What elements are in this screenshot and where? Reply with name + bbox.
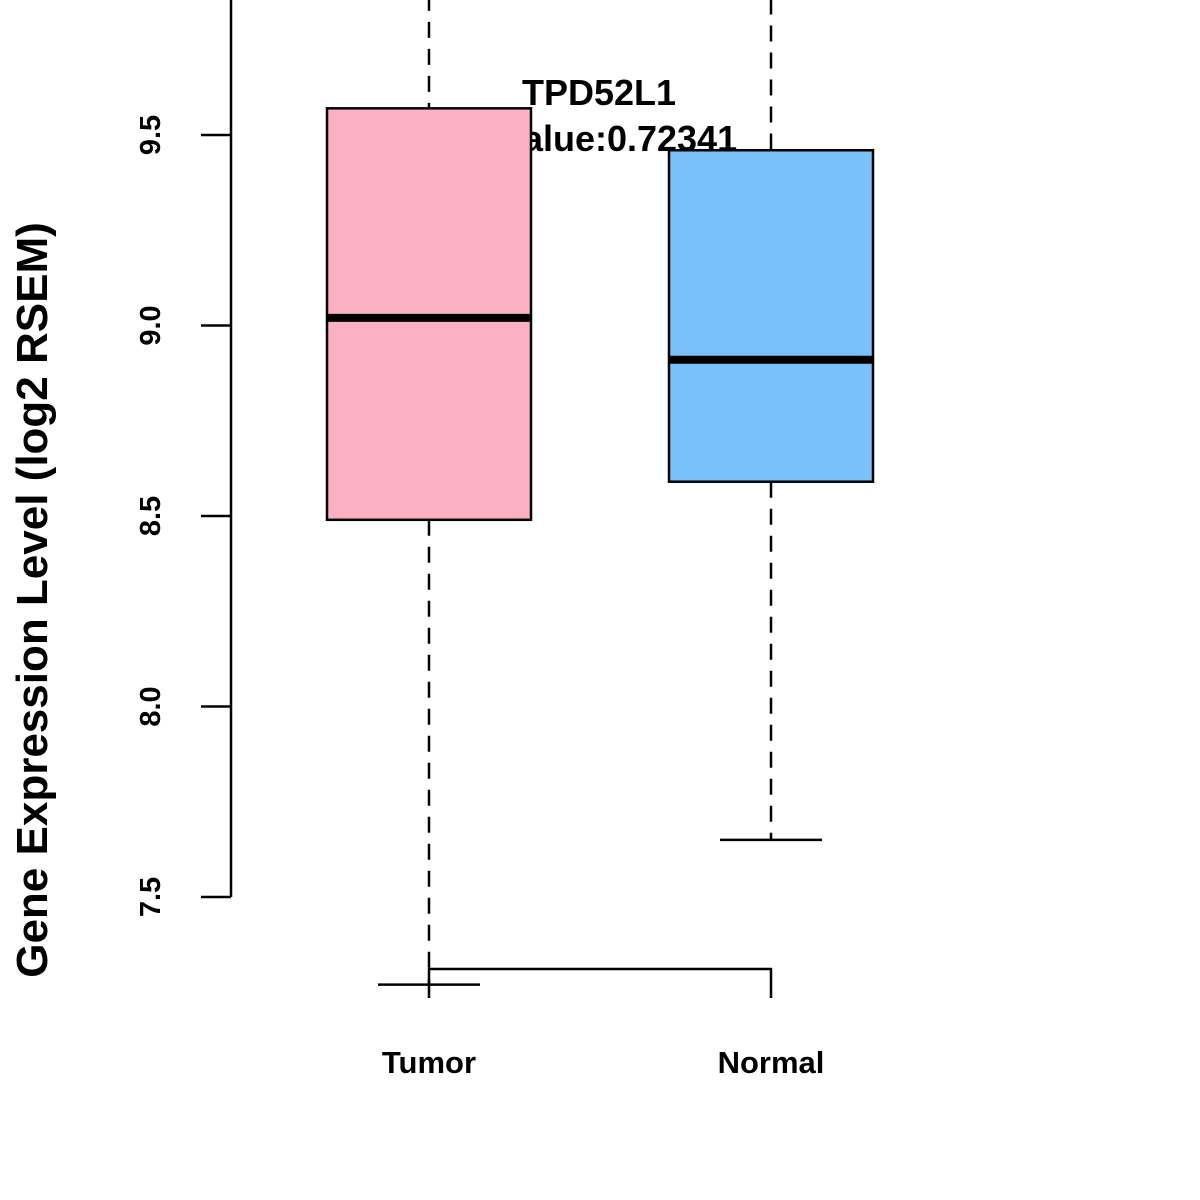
bracket-line: [427, 967, 773, 998]
y-axis: 7.58.08.59.09.510.011.0: [135, 0, 233, 917]
x-category-label: Tumor: [382, 1045, 476, 1080]
x-axis-labels: Tumor Normal: [382, 1045, 824, 1080]
y-axis-label: Gene Expression Level (log2 RSEM): [8, 222, 57, 978]
x-category-label: Normal: [718, 1045, 825, 1080]
box-tumor: [325, 0, 533, 986]
y-tick-label: 8.0: [135, 686, 167, 726]
y-tick-label: 9.0: [135, 305, 167, 345]
box-body: [667, 148, 875, 483]
box-group: [325, 0, 875, 986]
y-tick-label: 9.5: [135, 115, 167, 155]
y-tick-label: 7.5: [135, 877, 167, 917]
y-tick-label: 8.5: [135, 496, 167, 536]
comparison-bracket: [427, 967, 773, 998]
chart-title: TPD52L1: [522, 72, 676, 113]
box-normal: [667, 0, 875, 842]
